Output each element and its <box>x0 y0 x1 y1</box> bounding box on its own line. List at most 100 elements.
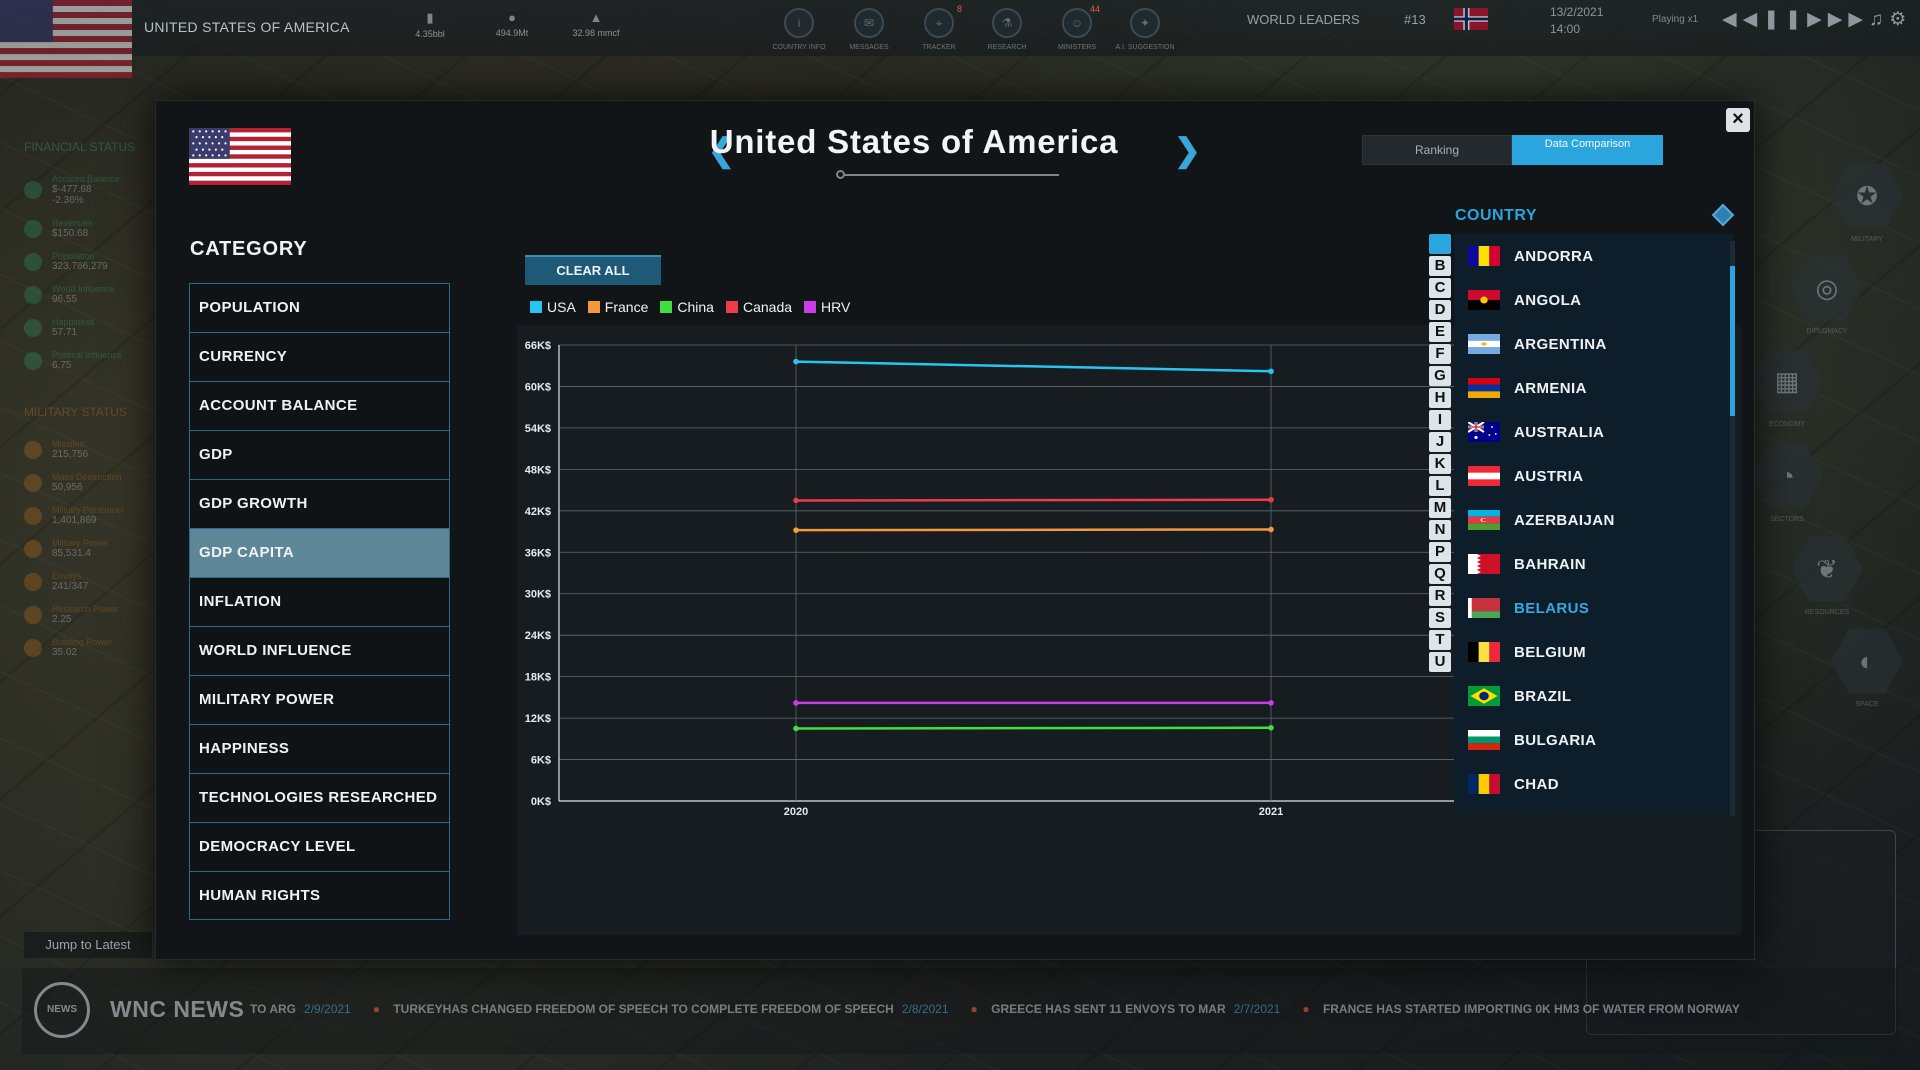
close-icon[interactable]: × <box>1726 108 1750 132</box>
settings-gear-icon[interactable]: ⚙ <box>1889 9 1913 30</box>
play-icon[interactable]: ▶ <box>1807 9 1828 30</box>
letter-h[interactable]: H <box>1429 388 1451 408</box>
nav-research[interactable]: ⚗ RESEARCH <box>972 8 1042 51</box>
country-angola[interactable]: ANGOLA <box>1454 278 1733 322</box>
financial-status-title: FINANCIAL STATUS <box>24 140 136 154</box>
country-bahrain[interactable]: BAHRAIN <box>1454 542 1733 586</box>
nav-tracker[interactable]: 8 ⌖ TRACKER <box>922 4 962 51</box>
letter-q[interactable]: Q <box>1429 564 1451 584</box>
legend-item-china[interactable]: China <box>660 299 714 315</box>
country-australia[interactable]: AUSTRALIA <box>1454 410 1733 454</box>
letter-e[interactable]: E <box>1429 322 1451 342</box>
fast-forward-icon[interactable]: ▶▶ <box>1827 9 1869 30</box>
letter-l[interactable]: L <box>1429 476 1451 496</box>
diplomacy-nav[interactable]: ◎ DIPLOMACY <box>1782 252 1872 335</box>
category-human-rights[interactable]: HUMAN RIGHTS <box>189 871 450 920</box>
jump-to-latest-button[interactable]: Jump to Latest <box>24 932 152 958</box>
letter-j[interactable]: J <box>1429 432 1451 452</box>
economy-nav[interactable]: ▦ ECONOMY <box>1742 345 1832 428</box>
news-item[interactable]: GREECE HAS SENT 11 ENVOYS TO MAR <box>991 1002 1226 1016</box>
letter-b[interactable]: B <box>1429 256 1451 276</box>
letter-r[interactable]: R <box>1429 586 1451 606</box>
letter-a[interactable]: A <box>1429 234 1451 254</box>
stat-row: Military Power 85,531.4 <box>24 538 158 559</box>
sectors-nav[interactable]: ◔ SECTORS <box>1742 440 1832 523</box>
data-point-china <box>793 725 799 732</box>
letter-g[interactable]: G <box>1429 366 1451 386</box>
letter-k[interactable]: K <box>1429 454 1451 474</box>
country-brazil[interactable]: BRAZIL <box>1454 674 1733 718</box>
alphabet-index: A B C D E F G H I J K L M N P Q R S T U <box>1429 234 1451 674</box>
data-point-usa <box>793 358 799 365</box>
country-scrollbar-thumb[interactable] <box>1730 266 1735 416</box>
letter-n[interactable]: N <box>1429 520 1451 540</box>
tab-ranking[interactable]: Ranking <box>1362 135 1512 165</box>
music-icon[interactable]: ♫ <box>1868 9 1890 30</box>
player-flag[interactable] <box>0 0 132 78</box>
letter-f[interactable]: F <box>1429 344 1451 364</box>
category-gdp-capita[interactable]: GDP CAPITA <box>189 528 450 577</box>
tab-data-comparison[interactable]: Data Comparison <box>1512 135 1663 165</box>
nav-ai-suggestion[interactable]: ✦ A.I. SUGGESTION <box>1110 8 1180 51</box>
nav-country-info[interactable]: i COUNTRY INFO <box>764 8 834 51</box>
country-chad[interactable]: CHAD <box>1454 762 1733 806</box>
category-democracy-level[interactable]: DEMOCRACY LEVEL <box>189 822 450 871</box>
letter-s[interactable]: S <box>1429 608 1451 628</box>
nav-ministers[interactable]: 44 ☺ MINISTERS <box>1057 4 1100 51</box>
news-ticker: TO ARG 2/9/2021 ● TURKEYHAS CHANGED FREEDO… <box>250 1002 1740 1016</box>
category-currency[interactable]: CURRENCY <box>189 332 450 381</box>
pause-icon[interactable]: ❚❚ <box>1763 9 1808 30</box>
category-inflation[interactable]: INFLATION <box>189 577 450 626</box>
category-world-influence[interactable]: WORLD INFLUENCE <box>189 626 450 675</box>
next-country-chevron-icon[interactable]: ❯ <box>1174 132 1201 168</box>
letter-d[interactable]: D <box>1429 300 1451 320</box>
category-gdp[interactable]: GDP <box>189 430 450 479</box>
letter-u[interactable]: U <box>1429 652 1451 672</box>
series-line-canada <box>795 498 1272 502</box>
prev-country-chevron-icon[interactable]: ❮ <box>708 132 735 168</box>
category-account-balance[interactable]: ACCOUNT BALANCE <box>189 381 450 430</box>
resources-nav[interactable]: ❦ RESOURCES <box>1782 533 1872 616</box>
country-argentina[interactable]: ARGENTINA <box>1454 322 1733 366</box>
category-happiness[interactable]: HAPPINESS <box>189 724 450 773</box>
clear-all-button[interactable]: CLEAR ALL <box>525 255 661 285</box>
revenue-icon <box>24 219 42 238</box>
pie-icon: ◔ <box>1751 443 1823 509</box>
collapse-diamond-icon[interactable] <box>1711 203 1735 227</box>
category-population[interactable]: POPULATION <box>189 283 450 332</box>
country-andorra[interactable]: ANDORRA <box>1454 234 1733 278</box>
flask-icon <box>24 605 42 624</box>
news-item[interactable]: FRANCE HAS STARTED IMPORTING 0K HM3 OF W… <box>1322 1002 1740 1016</box>
category-gdp-growth[interactable]: GDP GROWTH <box>189 479 450 528</box>
letter-t[interactable]: T <box>1429 630 1451 650</box>
category-military-power[interactable]: MILITARY POWER <box>189 675 450 724</box>
space-nav[interactable]: ◐ SPACE <box>1822 625 1912 708</box>
country-bulgaria[interactable]: BULGARIA <box>1454 718 1733 762</box>
letter-i[interactable]: I <box>1429 410 1451 430</box>
nav-messages[interactable]: ✉ MESSAGES <box>834 8 904 51</box>
ministers-icon: ☺ <box>1062 8 1092 38</box>
country-armenia[interactable]: ARMENIA <box>1454 366 1733 410</box>
gdp-capita-line-chart: 0K$ 6K$ 12K$ 18K$ 24K$ 30K$ 36K$ 42K$ 48K$ 54K$ 60… <box>525 340 1511 818</box>
country-austria[interactable]: AUSTRIA <box>1454 454 1733 498</box>
country-scroll-track[interactable] <box>1730 241 1735 816</box>
country-belarus[interactable]: BELARUS <box>1454 586 1733 630</box>
rewind-icon[interactable]: ◀◀ <box>1722 9 1764 30</box>
legend-item-canada[interactable]: Canada <box>725 299 792 315</box>
news-item[interactable]: TURKEYHAS CHANGED FREEDOM OF SPEECH TO C… <box>393 1002 894 1016</box>
news-item[interactable]: TO ARG <box>250 1002 297 1016</box>
world-leaders-label[interactable]: WORLD LEADERS <box>1247 12 1360 27</box>
letter-m[interactable]: M <box>1429 498 1451 518</box>
country-belgium[interactable]: BELGIUM <box>1454 630 1733 674</box>
medal-icon: ✪ <box>1831 163 1903 229</box>
letter-p[interactable]: P <box>1429 542 1451 562</box>
legend-item-hrv[interactable]: HRV <box>804 299 850 315</box>
military-nav[interactable]: ✪ MILITARY <box>1822 160 1912 243</box>
category-technologies-researched[interactable]: TECHNOLOGIES RESEARCHED <box>189 773 450 822</box>
armenia-flag-icon <box>1468 378 1500 398</box>
data-point-hrv <box>793 700 799 706</box>
country-azerbaijan[interactable]: AZERBAIJAN <box>1454 498 1733 542</box>
legend-item-france[interactable]: France <box>587 299 648 315</box>
legend-item-usa[interactable]: USA <box>530 299 576 315</box>
letter-c[interactable]: C <box>1429 278 1451 298</box>
